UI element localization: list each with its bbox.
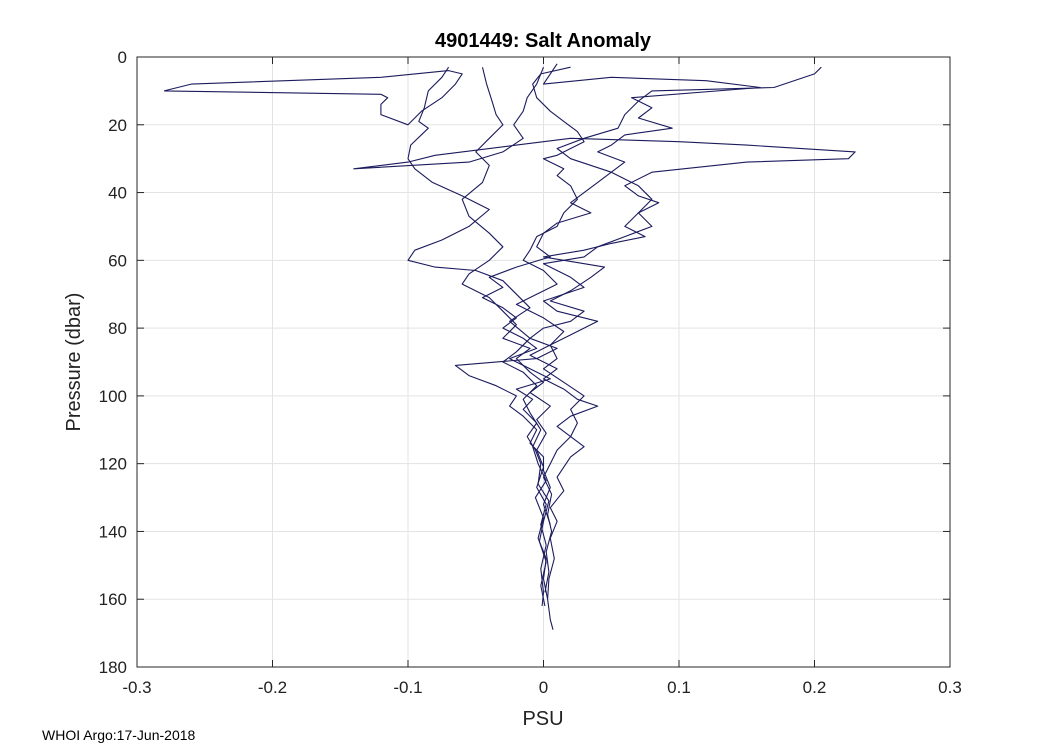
axis-ticks: -0.3 -0.2 -0.1 0 0.1 0.2 0.3 0 20 40 60 80 100 120 140… [99,48,962,697]
y-tick-label: 20 [108,116,127,135]
x-tick-label: 0.2 [803,678,827,697]
y-tick-label: 100 [99,387,127,406]
profile-lines [163,63,856,630]
profile-line [353,66,856,525]
y-tick-label: 160 [99,590,127,609]
profile-line [481,63,761,607]
y-tick-label: 120 [99,455,127,474]
y-tick-label: 40 [108,184,127,203]
chart-title: 4901449: Salt Anomaly [435,30,652,52]
x-tick-label: 0 [539,678,548,697]
x-tick-label: 0.1 [667,678,691,697]
x-tick-label: 0.3 [938,678,962,697]
y-tick-label: 80 [108,319,127,338]
x-tick-label: -0.3 [122,678,151,697]
y-tick-label: 180 [99,658,127,677]
y-tick-label: 60 [108,251,127,270]
y-tick-label: 140 [99,522,127,541]
x-tick-label: -0.2 [258,678,287,697]
y-tick-label: 0 [118,48,127,67]
profile-line [515,66,585,600]
profile-line [461,67,551,607]
profile-line [529,66,822,593]
profile-line [163,70,463,126]
x-tick-label: -0.1 [393,678,422,697]
footer-credit: WHOI Argo:17-Jun-2018 [42,727,196,743]
y-axis-label: Pressure (dbar) [63,293,85,432]
profile-line [407,66,554,630]
x-axis-label: PSU [522,708,563,730]
